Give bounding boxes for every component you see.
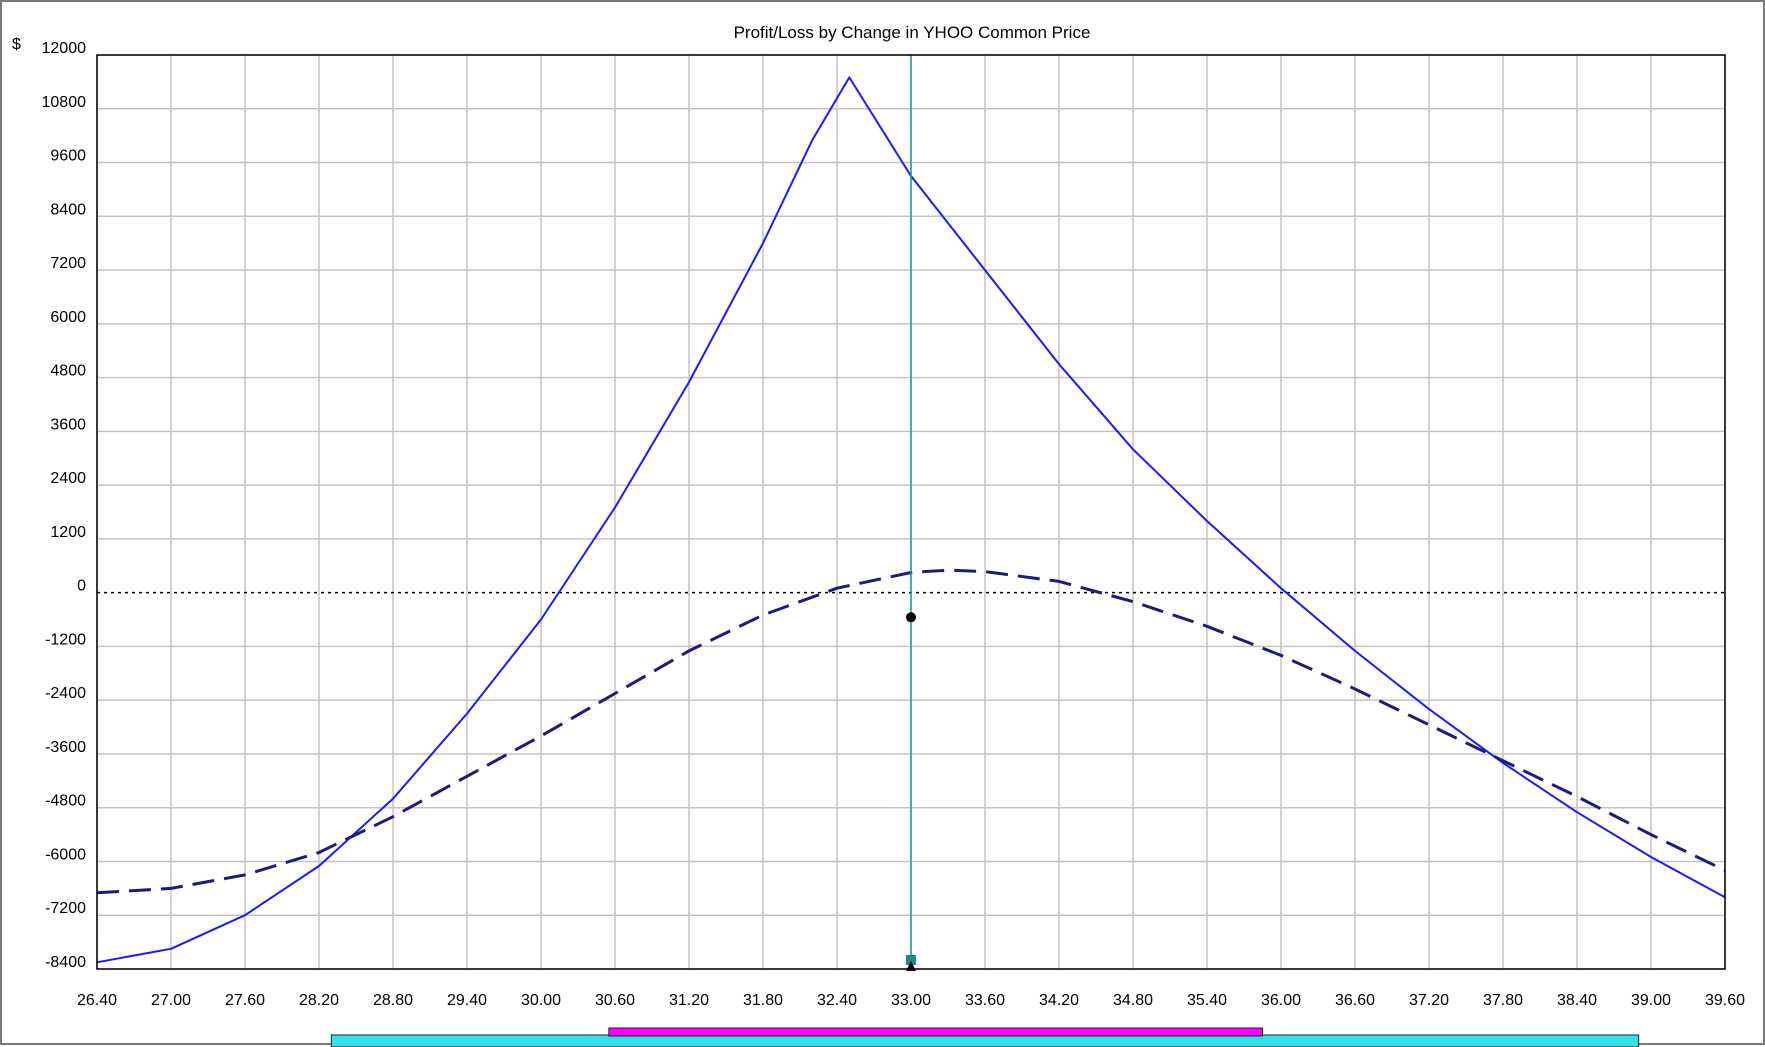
x-tick-label: 38.40 — [1557, 992, 1597, 1009]
price-cursor[interactable] — [906, 55, 916, 971]
x-tick-label: 37.20 — [1409, 992, 1449, 1009]
y-tick-label: -6000 — [45, 846, 86, 863]
y-tick-label: -7200 — [45, 900, 86, 917]
y-tick-label: 7200 — [50, 255, 86, 272]
y-tick-label: 9600 — [50, 148, 86, 165]
x-tick-label: 31.80 — [743, 992, 783, 1009]
x-tick-label: 30.60 — [595, 992, 635, 1009]
x-tick-label: 29.40 — [447, 992, 487, 1009]
y-tick-label: 8400 — [50, 201, 86, 218]
cursor-point-marker — [906, 612, 916, 622]
x-tick-label: 35.40 — [1187, 992, 1227, 1009]
x-tick-label: 32.40 — [817, 992, 857, 1009]
y-tick-label: 0 — [77, 578, 86, 595]
y-axis-unit-label: $ — [12, 36, 21, 53]
x-axis-ticks: 26.40 27.00 27.60 28.20 28.80 29.40 30.00 30.60… — [77, 992, 1745, 1009]
y-axis-ticks: 1200010800960084007200600048003600240012… — [42, 40, 87, 971]
x-tick-label: 39.60 — [1705, 992, 1745, 1009]
y-tick-label: 12000 — [42, 40, 87, 57]
y-tick-label: 2400 — [50, 470, 86, 487]
x-tick-label: 39.00 — [1631, 992, 1671, 1009]
y-tick-label: 4800 — [50, 363, 86, 380]
x-tick-label: 34.20 — [1039, 992, 1079, 1009]
x-tick-label: 30.00 — [521, 992, 561, 1009]
y-tick-label: -8400 — [45, 954, 86, 971]
y-tick-label: 3600 — [50, 416, 86, 433]
y-tick-label: -2400 — [45, 685, 86, 702]
range-bar-magenta — [609, 1028, 1263, 1036]
x-tick-label: 28.80 — [373, 992, 413, 1009]
range-bar-cyan — [331, 1035, 1638, 1047]
x-tick-label: 37.80 — [1483, 992, 1523, 1009]
x-tick-label: 28.20 — [299, 992, 339, 1009]
chart-title: Profit/Loss by Change in YHOO Common Pri… — [734, 23, 1091, 42]
range-bars — [331, 1028, 1638, 1047]
y-tick-label: 10800 — [42, 94, 87, 111]
y-tick-label: 6000 — [50, 309, 86, 326]
x-tick-label: 27.00 — [151, 992, 191, 1009]
x-tick-label: 34.80 — [1113, 992, 1153, 1009]
x-tick-label: 36.60 — [1335, 992, 1375, 1009]
x-tick-label: 36.00 — [1261, 992, 1301, 1009]
x-tick-label: 27.60 — [225, 992, 265, 1009]
y-tick-label: -1200 — [45, 631, 86, 648]
x-tick-label: 33.00 — [891, 992, 931, 1009]
y-tick-label: 1200 — [50, 524, 86, 541]
x-tick-label: 33.60 — [965, 992, 1005, 1009]
y-tick-label: -4800 — [45, 793, 86, 810]
y-tick-label: -3600 — [45, 739, 86, 756]
x-tick-label: 31.20 — [669, 992, 709, 1009]
x-tick-label: 26.40 — [77, 992, 117, 1009]
